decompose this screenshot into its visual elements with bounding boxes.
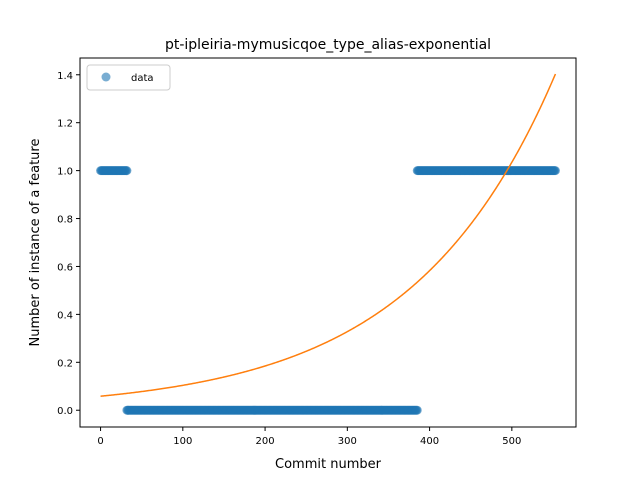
data-point — [550, 166, 560, 176]
chart-title: pt-ipleiria-mymusicqoe_type_alias-expone… — [165, 37, 491, 53]
x-axis: 0 100 200 300 400 500 — [97, 427, 521, 447]
data-point — [122, 166, 132, 176]
y-tick-label: 0.0 — [57, 406, 73, 417]
legend: data — [86, 64, 171, 91]
y-tick-label: 1.2 — [57, 119, 73, 130]
y-tick-label: 1.4 — [57, 71, 73, 82]
y-tick-label: 0.4 — [57, 310, 73, 321]
y-tick-label: 0.6 — [57, 262, 73, 273]
y-axis-label: Number of instance of a feature — [28, 139, 43, 347]
legend-box — [86, 64, 171, 91]
legend-label-data: data — [131, 73, 154, 84]
y-tick-label: 0.8 — [57, 215, 73, 226]
data-point — [412, 405, 422, 415]
x-tick-label: 400 — [420, 436, 439, 447]
x-axis-label: Commit number — [275, 457, 382, 472]
y-tick-label: 1.0 — [57, 167, 73, 178]
x-tick-label: 200 — [256, 436, 275, 447]
y-axis: 0.0 0.2 0.4 0.6 0.8 1.0 1.2 1.4 — [57, 71, 80, 417]
fit-line — [100, 73, 557, 397]
legend-marker-data — [101, 72, 111, 82]
x-tick-label: 0 — [97, 436, 103, 447]
y-tick-label: 0.2 — [57, 358, 73, 369]
x-tick-label: 100 — [173, 436, 192, 447]
x-tick-label: 500 — [502, 436, 521, 447]
x-tick-label: 300 — [338, 436, 357, 447]
plot-area — [96, 73, 560, 415]
plot-frame — [79, 57, 577, 428]
